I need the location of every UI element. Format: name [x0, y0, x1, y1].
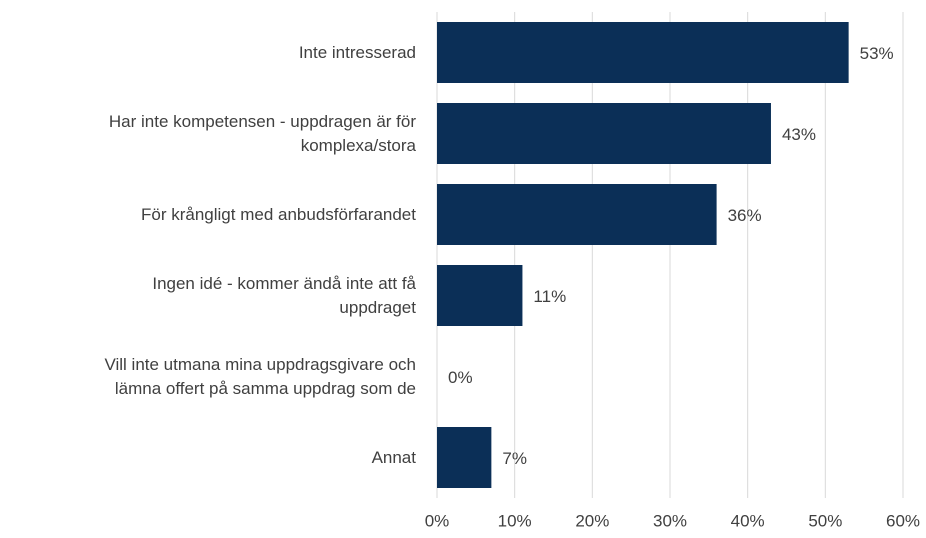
- x-tick-label: 60%: [886, 511, 920, 530]
- bar: [437, 184, 717, 245]
- x-tick-label: 0%: [425, 511, 450, 530]
- y-tick-label: Annat: [371, 447, 416, 467]
- value-label: 53%: [860, 44, 894, 63]
- y-tick-label: Har inte kompetensen - uppdragen är för …: [108, 111, 416, 155]
- y-tick-label: Inte intresserad: [298, 42, 416, 62]
- value-label: 11%: [533, 287, 566, 306]
- y-tick-label: Vill inte utmana mina uppdragsgivare och…: [104, 354, 416, 398]
- bar: [437, 427, 492, 488]
- value-label: 0%: [448, 368, 473, 387]
- x-tick-label: 10%: [498, 511, 532, 530]
- y-tick-label: Ingen idé - kommer ändå inte att få uppd…: [152, 273, 416, 317]
- y-tick-label: För krångligt med anbudsförfarandet: [141, 204, 416, 224]
- x-tick-label: 50%: [808, 511, 842, 530]
- value-label: 7%: [502, 449, 527, 468]
- bar: [437, 103, 771, 164]
- value-label: 36%: [728, 206, 762, 225]
- x-tick-label: 30%: [653, 511, 687, 530]
- bar: [437, 265, 523, 326]
- value-label: 43%: [782, 125, 816, 144]
- bar: [437, 22, 849, 83]
- x-tick-label: 40%: [731, 511, 765, 530]
- x-tick-label: 20%: [575, 511, 609, 530]
